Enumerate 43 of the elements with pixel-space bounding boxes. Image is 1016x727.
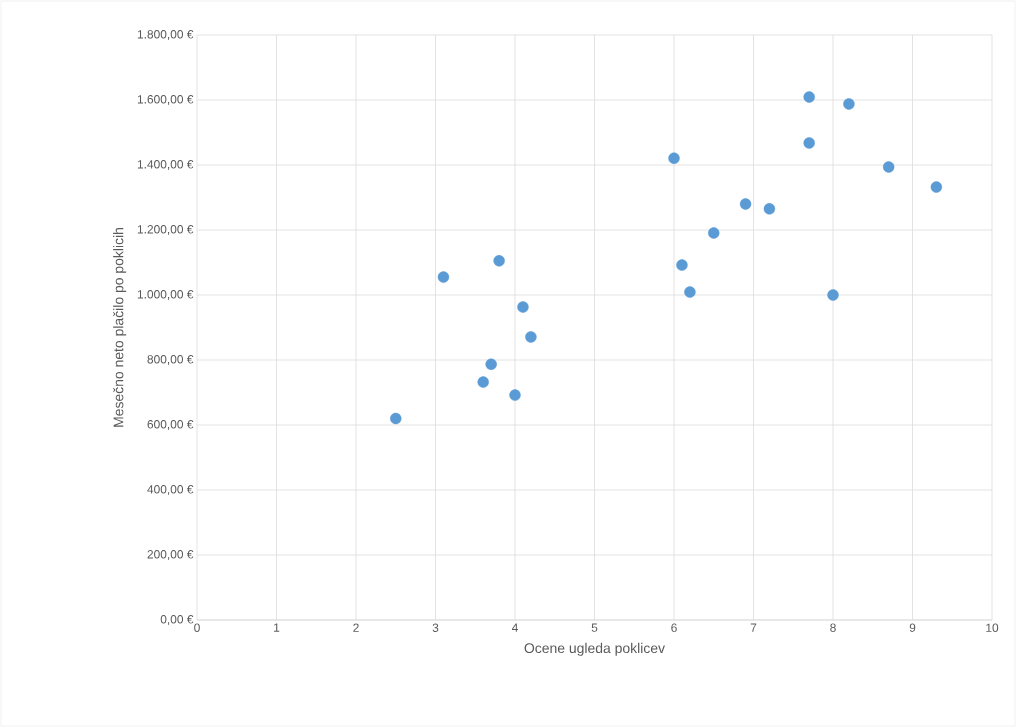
x-tick-label: 5 [591,623,598,632]
point [684,286,696,298]
point [525,331,537,343]
x-tick-label: 2 [353,623,359,632]
y-tick-label: 200,00 € [147,550,194,560]
y-tick-label: 1.600,00 € [137,95,194,105]
y-tick-label: 800,00 € [147,355,194,365]
point [803,91,815,103]
y-tick-label: 1.800,00 € [137,30,194,40]
point [930,181,943,193]
point [485,358,497,370]
x-tick-label: 10 [986,623,999,632]
point [739,198,752,210]
point [843,98,855,110]
point [509,389,521,401]
point [390,412,402,425]
y-tick-label: 0,00 € [160,615,194,625]
x-tick-label: 6 [671,623,677,632]
point [708,227,720,239]
point [493,255,505,267]
x-tick-label: 8 [830,623,836,632]
x-axis-title: Ocene ugleda poklicev [524,642,665,656]
x-tick-label: 4 [511,623,518,632]
x-tick-label: 9 [909,623,916,632]
point [668,152,680,164]
point [676,259,688,271]
point [882,161,895,173]
point [517,301,529,313]
point [763,203,776,215]
y-axis-title: Mesečno neto plačilo po poklicih [113,228,127,427]
y-tick-label: 1.200,00 € [137,225,194,235]
y-tick-label: 1.400,00 € [137,160,194,170]
point [477,376,489,388]
x-tick-label: 3 [432,623,439,632]
x-tick-label: 0 [194,623,200,632]
point [803,137,815,149]
y-tick-label: 600,00 € [147,420,194,430]
x-tick-label: 7 [750,623,757,632]
point [437,271,450,283]
y-tick-label: 400,00 € [147,485,194,495]
y-tick-label: 1.000,00 € [137,290,194,300]
point [827,289,839,301]
x-tick-label: 1 [274,623,280,632]
